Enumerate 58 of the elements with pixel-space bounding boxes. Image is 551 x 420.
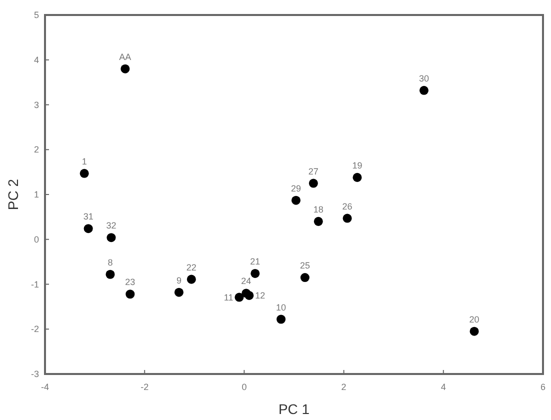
annotation: 23: [125, 277, 136, 288]
y-tick-label: 2: [34, 144, 39, 155]
y-tick-label: -2: [30, 324, 39, 334]
x-axis-title: PC 1: [278, 401, 310, 417]
annotation: 18: [313, 204, 324, 214]
point: [80, 168, 89, 178]
point: [126, 290, 135, 299]
annotation: 32: [106, 220, 116, 231]
annotation: 29: [290, 183, 301, 194]
point: [244, 290, 254, 300]
x-tick-label: -4: [40, 382, 50, 392]
annotation: 12: [255, 290, 266, 300]
point: [276, 314, 286, 324]
annotation: 20: [469, 314, 480, 324]
point: [470, 326, 479, 336]
y-tick-label: -3: [30, 369, 39, 379]
annotation: 8: [108, 257, 113, 268]
x-tick-label: 0: [242, 382, 247, 392]
y-tick-label: -1: [30, 279, 39, 290]
point: [419, 86, 428, 95]
annotation: 11: [224, 292, 234, 302]
point: [300, 273, 310, 282]
point: [186, 274, 196, 284]
point: [291, 196, 301, 205]
annotation: 30: [418, 73, 429, 84]
annotation: 25: [300, 260, 310, 271]
point: [352, 172, 362, 182]
y-tick-label: 3: [34, 100, 39, 110]
annotation: AA: [119, 52, 132, 62]
annotation: 27: [308, 166, 318, 176]
annotation: 26: [342, 201, 352, 212]
x-tick-label: 2: [341, 382, 346, 392]
point: [106, 270, 115, 279]
point: [234, 292, 244, 302]
annotation: 19: [352, 160, 362, 170]
point: [342, 214, 352, 223]
annotation: 10: [276, 302, 286, 312]
point: [120, 64, 130, 74]
point: [84, 224, 93, 234]
annotation: 22: [186, 262, 196, 272]
y-tick-label: 1: [34, 190, 39, 200]
x-tick-label: 4: [440, 382, 446, 392]
point: [314, 216, 323, 226]
y-tick-label: 0: [34, 234, 39, 244]
annotation: 24: [241, 276, 252, 286]
annotation: 31: [83, 212, 94, 222]
annotation: 9: [176, 275, 182, 286]
y-tick-label: 4: [34, 54, 39, 65]
x-tick-label: -2: [140, 382, 149, 392]
point: [106, 233, 116, 242]
y-axis-title: PC 2: [5, 178, 21, 210]
point: [250, 268, 260, 278]
y-tick-label: 5: [34, 10, 39, 20]
annotation: 21: [250, 256, 260, 266]
x-tick-label: 6: [540, 382, 546, 392]
point: [174, 288, 184, 297]
point: [308, 178, 318, 188]
annotation: 1: [82, 156, 87, 166]
